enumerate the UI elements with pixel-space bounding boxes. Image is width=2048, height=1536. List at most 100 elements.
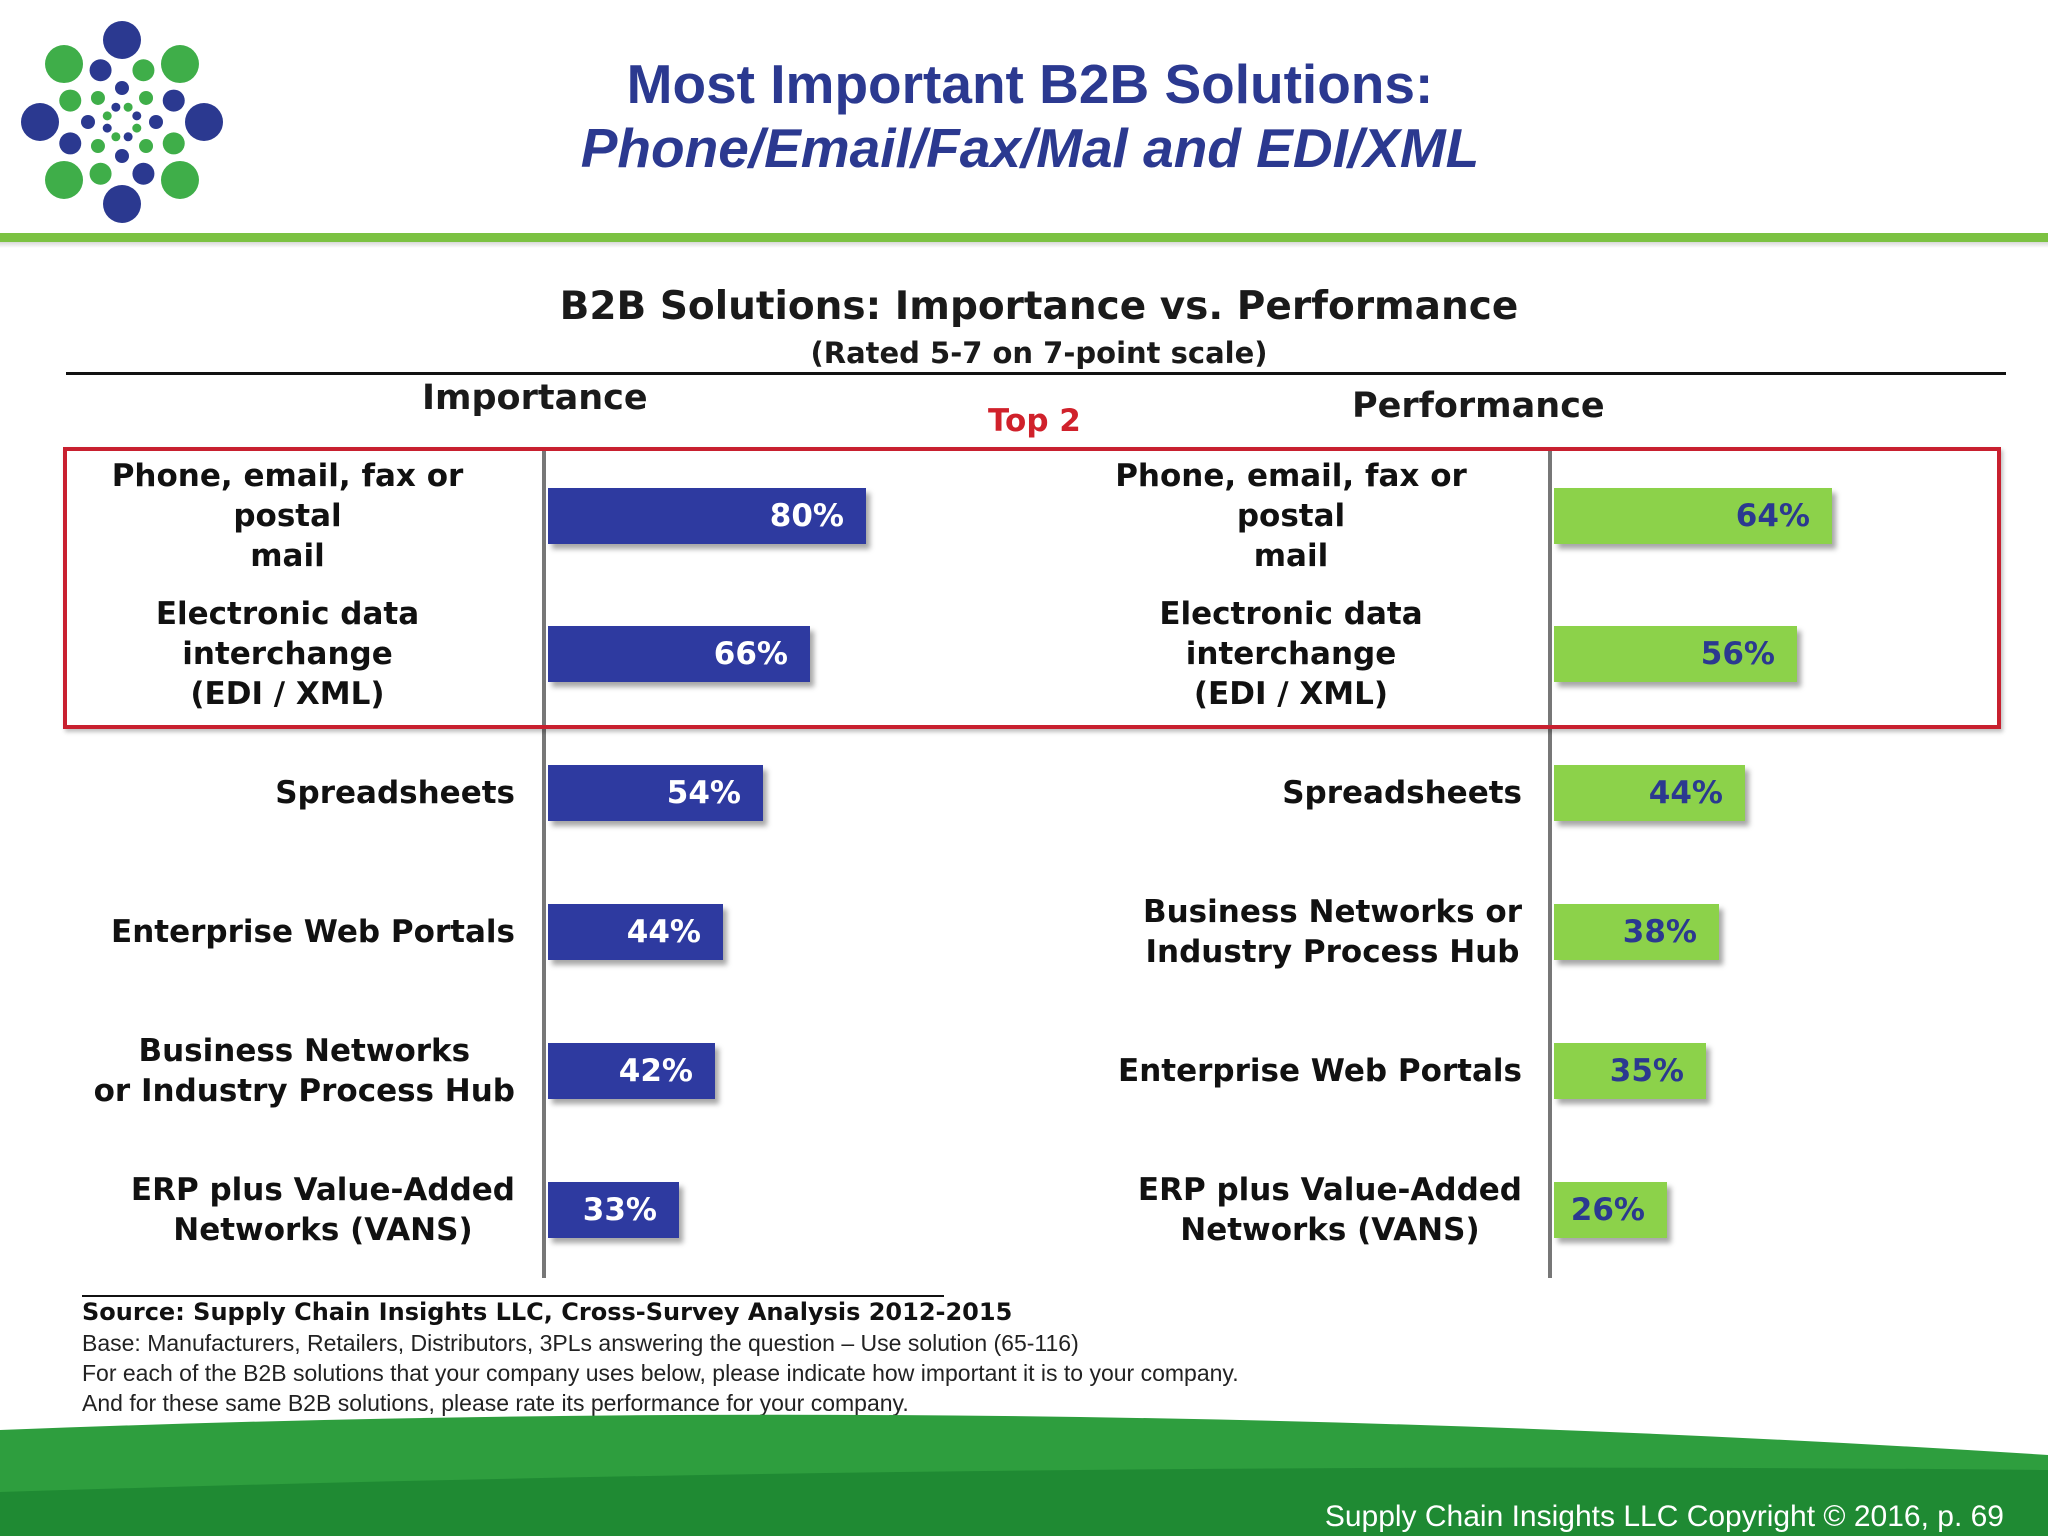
logo-dot xyxy=(115,81,129,95)
performance-bar: 44% xyxy=(1554,765,1745,821)
importance-category-label: Phone, email, fax or postal mail xyxy=(60,458,515,574)
importance-category-label-line: Electronic data interchange xyxy=(155,596,420,672)
performance-category-label: Business Networks or Industry Process Hub xyxy=(1060,887,1522,977)
performance-category-label-line: Spreadsheets xyxy=(1282,775,1522,811)
logo-dot xyxy=(89,162,112,185)
logo-dot xyxy=(139,139,154,154)
slide-header: Most Important B2B Solutions: Phone/Emai… xyxy=(0,0,2048,250)
importance-category-label-line: mail xyxy=(250,538,325,574)
footer-band xyxy=(0,1414,2048,1536)
logo-dot xyxy=(132,123,142,133)
footnote-rule xyxy=(82,1295,944,1297)
importance-category-label-line: Business Networks xyxy=(138,1033,471,1069)
importance-category-label-line: ERP plus Value-Added xyxy=(130,1172,515,1208)
importance-category-label: Electronic data interchange (EDI / XML) xyxy=(60,596,515,712)
importance-category-label-line: Enterprise Web Portals xyxy=(111,914,515,950)
logo-dot xyxy=(185,103,223,141)
logo-dot xyxy=(103,21,141,59)
slide-title: Most Important B2B Solutions: xyxy=(626,53,1434,115)
company-logo xyxy=(21,21,223,223)
importance-category-label-line: or Industry Process Hub xyxy=(93,1073,515,1109)
logo-dot xyxy=(115,149,129,163)
performance-category-label: Electronic data interchange (EDI / XML) xyxy=(1060,596,1522,712)
logo-dot xyxy=(132,162,155,185)
chart-subtitle: (Rated 5-7 on 7-point scale) xyxy=(810,336,1268,370)
performance-category-label-line: ERP plus Value-Added xyxy=(1137,1172,1522,1208)
logo-dot xyxy=(162,132,185,155)
importance-bar: 80% xyxy=(548,488,866,544)
importance-value-label: 33% xyxy=(582,1192,657,1228)
logo-dot xyxy=(59,89,82,112)
logo-dot xyxy=(111,132,121,142)
logo-dot xyxy=(102,111,112,121)
footnote-question-performance: And for these same B2B solutions, please… xyxy=(82,1390,909,1416)
performance-value-label: 35% xyxy=(1609,1053,1684,1089)
importance-value-label: 54% xyxy=(666,775,741,811)
importance-axis-line xyxy=(542,450,546,1278)
performance-category-label-line: Networks (VANS) xyxy=(1180,1212,1480,1248)
logo-dot xyxy=(102,123,112,133)
importance-category-label-line: Spreadsheets xyxy=(275,775,515,811)
performance-category-label-line: (EDI / XML) xyxy=(1193,676,1389,712)
importance-bar: 33% xyxy=(548,1182,679,1238)
footnote-question-importance: For each of the B2B solutions that your … xyxy=(82,1360,1239,1386)
importance-bar: 44% xyxy=(548,904,723,960)
logo-dot xyxy=(111,102,121,112)
performance-category-label-line: Business Networks or xyxy=(1142,894,1522,930)
importance-value-label: 44% xyxy=(626,914,701,950)
importance-bar: 42% xyxy=(548,1043,715,1099)
logo-dot xyxy=(149,115,163,129)
importance-category-label-line: Phone, email, fax or postal xyxy=(111,458,464,534)
performance-category-label: Enterprise Web Portals xyxy=(1060,1026,1522,1116)
performance-value-label: 26% xyxy=(1570,1192,1645,1228)
performance-category-label-line: Industry Process Hub xyxy=(1145,934,1520,970)
importance-panel-title: Importance xyxy=(422,378,648,418)
logo-dot xyxy=(81,115,95,129)
top2-label: Top 2 xyxy=(988,403,1081,439)
performance-category-label: Phone, email, fax or postal mail xyxy=(1060,458,1522,574)
performance-panel-title: Performance xyxy=(1352,386,1605,426)
logo-dot xyxy=(132,59,155,82)
logo-dot xyxy=(160,160,199,199)
importance-category-label: Business Networks or Industry Process Hub xyxy=(60,1026,515,1116)
logo-dot xyxy=(21,103,59,141)
performance-bar: 64% xyxy=(1554,488,1832,544)
logo-dot xyxy=(45,160,84,199)
logo-dot xyxy=(162,89,185,112)
logo-dot xyxy=(139,90,154,105)
logo-dot xyxy=(59,132,82,155)
chart-title: B2B Solutions: Importance vs. Performanc… xyxy=(559,284,1519,329)
performance-bar: 56% xyxy=(1554,626,1797,682)
importance-category-label: Spreadsheets xyxy=(60,748,515,838)
performance-value-label: 44% xyxy=(1648,775,1723,811)
performance-bar: 26% xyxy=(1554,1182,1667,1238)
importance-bar: 54% xyxy=(548,765,763,821)
header-divider-shadow xyxy=(0,242,2048,248)
importance-category-label: ERP plus Value-Added Networks (VANS) xyxy=(60,1165,515,1255)
chart-title-rule xyxy=(66,372,2006,375)
importance-category-label: Enterprise Web Portals xyxy=(60,887,515,977)
performance-category-label: ERP plus Value-Added Networks (VANS) xyxy=(1060,1165,1522,1255)
performance-category-label: Spreadsheets xyxy=(1060,748,1522,838)
logo-dot xyxy=(89,59,112,82)
logo-dot xyxy=(160,45,199,84)
performance-category-label-line: Enterprise Web Portals xyxy=(1118,1053,1522,1089)
performance-bar: 38% xyxy=(1554,904,1719,960)
performance-category-label-line: mail xyxy=(1253,538,1329,574)
logo-dot xyxy=(45,45,84,84)
logo-dot xyxy=(90,90,105,105)
copyright-notice: Supply Chain Insights LLC Copyright © 20… xyxy=(1324,1500,2004,1533)
header-divider xyxy=(0,233,2048,242)
slide-subtitle: Phone/Email/Fax/Mal and EDI/XML xyxy=(580,117,1480,179)
importance-value-label: 42% xyxy=(618,1053,693,1089)
performance-value-label: 64% xyxy=(1735,498,1810,534)
logo-dot xyxy=(123,102,133,112)
importance-category-label-line: Networks (VANS) xyxy=(173,1212,473,1248)
performance-category-label-line: Phone, email, fax or postal xyxy=(1115,458,1467,534)
footnote-source: Source: Supply Chain Insights LLC, Cross… xyxy=(82,1298,1013,1326)
logo-dot xyxy=(132,111,142,121)
importance-value-label: 80% xyxy=(769,498,844,534)
performance-bar: 35% xyxy=(1554,1043,1706,1099)
footnote-base: Base: Manufacturers, Retailers, Distribu… xyxy=(82,1330,1079,1356)
importance-category-label-line: (EDI / XML) xyxy=(190,676,385,712)
